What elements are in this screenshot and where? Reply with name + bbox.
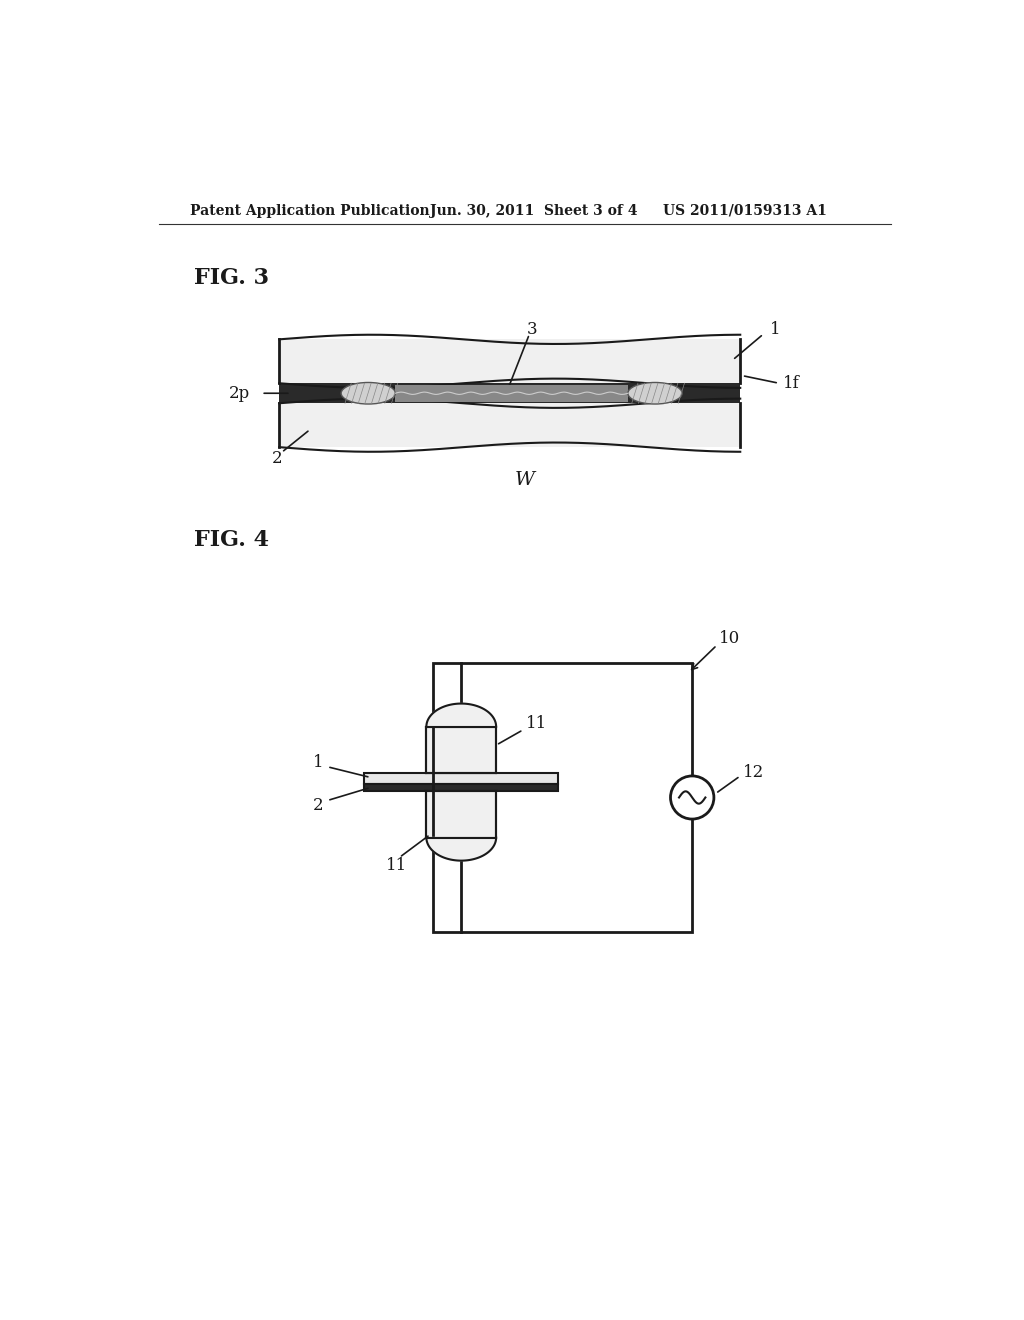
- Text: 1f: 1f: [783, 375, 800, 392]
- Text: FIG. 3: FIG. 3: [194, 267, 269, 289]
- Bar: [280, 339, 740, 383]
- Text: Patent Application Publication: Patent Application Publication: [190, 203, 430, 218]
- Text: 2: 2: [312, 797, 324, 813]
- Bar: [280, 383, 740, 404]
- Text: 11: 11: [525, 715, 547, 733]
- Bar: [432, 663, 692, 932]
- Text: 2p: 2p: [229, 384, 251, 401]
- Bar: [426, 726, 496, 774]
- Text: Jun. 30, 2011  Sheet 3 of 4: Jun. 30, 2011 Sheet 3 of 4: [430, 203, 638, 218]
- Bar: [280, 404, 740, 447]
- Circle shape: [671, 776, 714, 818]
- Text: 1: 1: [312, 754, 324, 771]
- Text: 3: 3: [527, 321, 538, 338]
- Ellipse shape: [628, 383, 682, 404]
- Text: 10: 10: [719, 631, 740, 647]
- Bar: [426, 792, 496, 838]
- Text: FIG. 4: FIG. 4: [194, 528, 269, 550]
- Bar: [395, 385, 628, 401]
- Text: 12: 12: [742, 764, 764, 781]
- Text: 1: 1: [770, 321, 780, 338]
- Text: US 2011/0159313 A1: US 2011/0159313 A1: [663, 203, 826, 218]
- Text: 2: 2: [272, 450, 283, 467]
- Polygon shape: [426, 838, 496, 861]
- Bar: [365, 774, 558, 784]
- Ellipse shape: [341, 383, 395, 404]
- Polygon shape: [426, 704, 496, 726]
- Text: 11: 11: [386, 857, 408, 874]
- Bar: [365, 784, 558, 792]
- Text: W: W: [515, 471, 535, 490]
